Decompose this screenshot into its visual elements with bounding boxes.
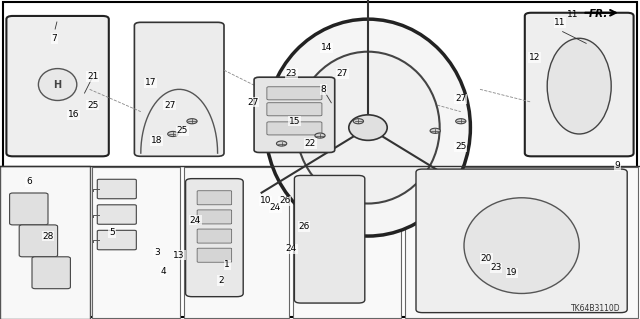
Text: 27: 27 xyxy=(455,94,467,103)
Circle shape xyxy=(187,119,197,124)
Text: 18: 18 xyxy=(151,136,163,145)
Text: 15: 15 xyxy=(289,117,300,126)
Ellipse shape xyxy=(464,198,579,293)
Text: 9: 9 xyxy=(615,161,620,170)
Text: 7: 7 xyxy=(52,34,57,43)
FancyBboxPatch shape xyxy=(19,225,58,257)
Text: 2: 2 xyxy=(218,276,223,285)
Text: 25: 25 xyxy=(87,101,99,110)
FancyBboxPatch shape xyxy=(134,22,224,156)
Text: 23: 23 xyxy=(285,69,297,78)
Text: 23: 23 xyxy=(490,263,502,272)
Text: 1: 1 xyxy=(225,260,230,269)
FancyBboxPatch shape xyxy=(3,2,637,317)
FancyBboxPatch shape xyxy=(32,257,70,289)
Text: 10: 10 xyxy=(260,197,271,205)
Text: FR.: FR. xyxy=(589,9,608,19)
Text: 22: 22 xyxy=(305,139,316,148)
FancyBboxPatch shape xyxy=(92,167,180,318)
FancyBboxPatch shape xyxy=(197,248,232,262)
FancyBboxPatch shape xyxy=(254,77,335,152)
Text: 26: 26 xyxy=(298,222,310,231)
FancyBboxPatch shape xyxy=(97,179,136,199)
Circle shape xyxy=(430,128,440,133)
Text: 6: 6 xyxy=(26,177,31,186)
FancyBboxPatch shape xyxy=(294,175,365,303)
Text: 12: 12 xyxy=(529,53,540,62)
Circle shape xyxy=(168,131,178,137)
FancyBboxPatch shape xyxy=(0,166,90,319)
FancyBboxPatch shape xyxy=(10,193,48,225)
FancyBboxPatch shape xyxy=(267,122,322,135)
Text: 4: 4 xyxy=(161,267,166,276)
Text: 24: 24 xyxy=(189,216,201,225)
Ellipse shape xyxy=(547,38,611,134)
Text: 28: 28 xyxy=(42,232,54,241)
Circle shape xyxy=(456,119,466,124)
Text: 19: 19 xyxy=(506,268,518,277)
Ellipse shape xyxy=(266,19,470,236)
Circle shape xyxy=(353,119,364,124)
Text: 21: 21 xyxy=(87,72,99,81)
Text: 27: 27 xyxy=(337,69,348,78)
Text: 11: 11 xyxy=(554,18,566,27)
Ellipse shape xyxy=(349,115,387,140)
Text: 27: 27 xyxy=(164,101,175,110)
FancyBboxPatch shape xyxy=(525,13,634,156)
Text: 3: 3 xyxy=(154,248,159,256)
FancyBboxPatch shape xyxy=(197,210,232,224)
FancyBboxPatch shape xyxy=(6,16,109,156)
Text: 26: 26 xyxy=(279,197,291,205)
Text: 17: 17 xyxy=(145,78,156,87)
Text: 24: 24 xyxy=(269,203,281,212)
FancyBboxPatch shape xyxy=(416,169,627,313)
Circle shape xyxy=(315,133,325,138)
Text: 25: 25 xyxy=(455,142,467,151)
FancyBboxPatch shape xyxy=(184,167,289,318)
FancyBboxPatch shape xyxy=(197,229,232,243)
Text: 25: 25 xyxy=(177,126,188,135)
Text: 16: 16 xyxy=(68,110,79,119)
FancyBboxPatch shape xyxy=(197,191,232,205)
FancyBboxPatch shape xyxy=(186,179,243,297)
Ellipse shape xyxy=(38,69,77,100)
Text: 8: 8 xyxy=(321,85,326,94)
Text: 13: 13 xyxy=(173,251,185,260)
FancyBboxPatch shape xyxy=(293,167,401,318)
Text: 14: 14 xyxy=(321,43,332,52)
FancyBboxPatch shape xyxy=(267,103,322,116)
Circle shape xyxy=(276,141,287,146)
FancyBboxPatch shape xyxy=(97,205,136,224)
Text: 11: 11 xyxy=(567,10,579,19)
FancyBboxPatch shape xyxy=(405,167,638,318)
Text: TK64B3110D: TK64B3110D xyxy=(571,304,621,313)
Text: 5: 5 xyxy=(109,228,115,237)
Text: 20: 20 xyxy=(481,254,492,263)
FancyBboxPatch shape xyxy=(97,230,136,250)
Text: 27: 27 xyxy=(247,98,259,107)
Text: H: H xyxy=(54,79,61,90)
Text: 24: 24 xyxy=(285,244,297,253)
Ellipse shape xyxy=(296,52,440,204)
FancyBboxPatch shape xyxy=(267,87,322,100)
